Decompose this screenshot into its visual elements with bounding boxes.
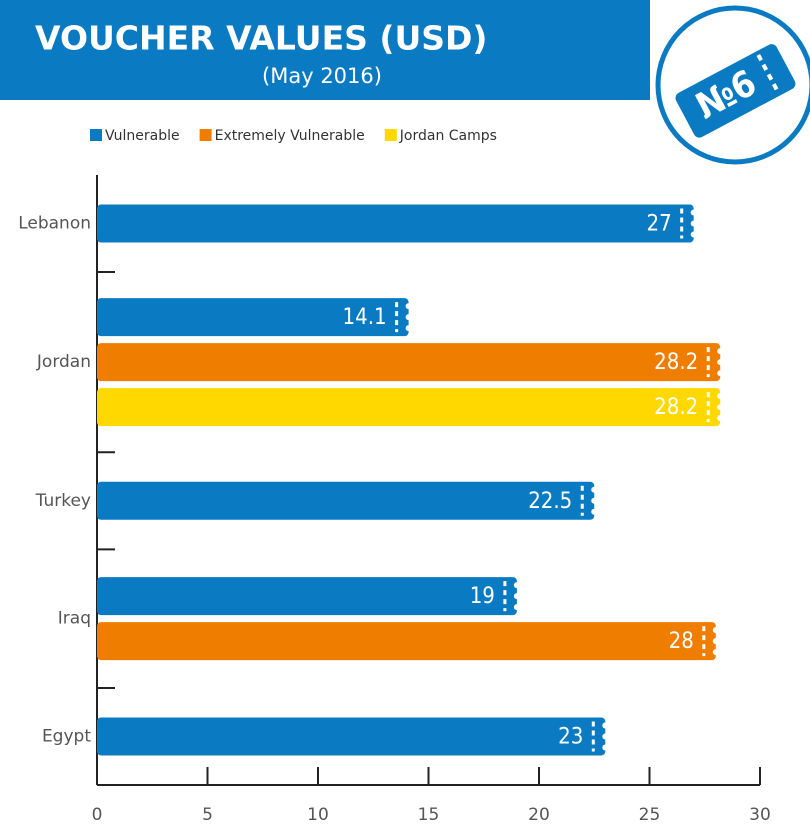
value-label: 27	[647, 212, 672, 237]
bar	[97, 622, 716, 661]
legend-swatch	[90, 129, 102, 141]
y-tick-label: Lebanon	[18, 214, 91, 234]
y-tick-label: Jordan	[36, 352, 91, 372]
bar-notch	[591, 486, 598, 493]
bar-notch	[717, 348, 724, 355]
bar	[97, 481, 595, 520]
x-tick-label: 20	[528, 805, 550, 825]
chart-subtitle: (May 2016)	[262, 64, 382, 88]
legend-label: Extremely Vulnerable	[215, 128, 365, 144]
bar-notch	[717, 415, 724, 422]
x-tick-label: 25	[639, 805, 661, 825]
bar	[97, 343, 721, 382]
value-label: 19	[470, 584, 495, 609]
x-tick-label: 5	[202, 805, 213, 825]
x-tick-label: 10	[307, 805, 329, 825]
bar-notch	[405, 325, 412, 332]
value-label: 28.2	[654, 395, 698, 420]
legend-swatch	[199, 129, 212, 141]
header-band	[0, 0, 650, 100]
bar-notch	[591, 508, 598, 515]
bar-notch	[712, 649, 719, 656]
value-label: 28	[669, 629, 694, 654]
bar	[97, 298, 409, 337]
bar-notch	[712, 627, 719, 634]
bar-notch	[405, 314, 412, 321]
bar-notch	[513, 593, 520, 600]
bar-notch	[712, 638, 719, 645]
chart-title: VOUCHER VALUES (USD)	[35, 19, 488, 58]
legend-label: Vulnerable	[105, 128, 180, 144]
badge-perforation	[756, 54, 780, 93]
value-label: 28.2	[654, 350, 698, 375]
bar	[97, 388, 721, 427]
bar-notch	[717, 359, 724, 366]
y-tick-label: Egypt	[42, 726, 91, 746]
legend-swatch	[384, 129, 397, 141]
bar	[97, 577, 517, 616]
x-tick-label: 30	[749, 805, 771, 825]
bar-notch	[690, 231, 697, 238]
bar-notch	[690, 209, 697, 216]
bar-notch	[591, 497, 598, 504]
bar-notch	[602, 722, 609, 729]
bar-notch	[717, 404, 724, 411]
legend-label: Jordan Camps	[399, 128, 497, 144]
y-tick-label: Iraq	[58, 609, 91, 629]
bar-notch	[513, 582, 520, 589]
bar	[97, 717, 606, 756]
x-tick-label: 0	[92, 805, 103, 825]
bar-notch	[690, 220, 697, 227]
bar-notch	[602, 733, 609, 740]
bar-notch	[602, 744, 609, 751]
value-label: 23	[558, 724, 583, 749]
x-tick-label: 15	[418, 805, 440, 825]
bar-notch	[717, 393, 724, 400]
value-label: 22.5	[528, 489, 572, 514]
bar-notch	[513, 604, 520, 611]
y-tick-label: Turkey	[35, 491, 91, 511]
bar	[97, 204, 694, 243]
bar-notch	[405, 303, 412, 310]
value-label: 14.1	[343, 305, 387, 330]
bar-notch	[717, 370, 724, 377]
